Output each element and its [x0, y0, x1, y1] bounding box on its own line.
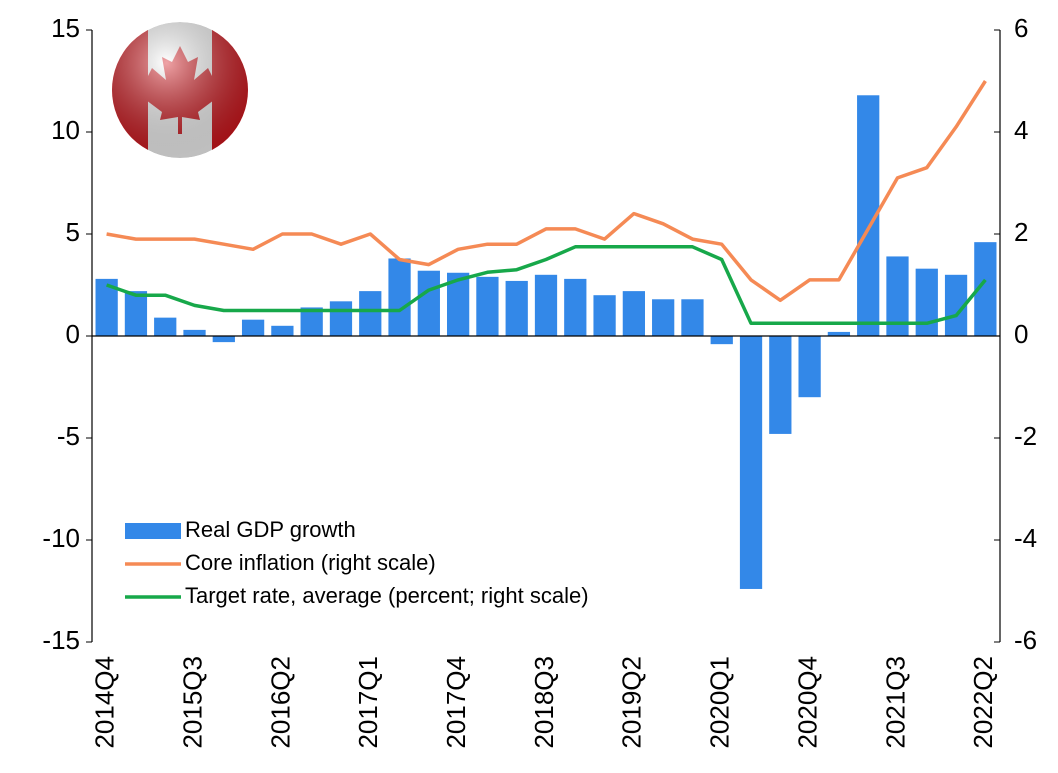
bar: [329, 301, 353, 336]
x-tick-label: 2022Q2: [968, 656, 998, 749]
x-tick-label: 2018Q3: [529, 656, 559, 749]
y2-tick-label: 4: [1014, 115, 1028, 145]
bar: [505, 280, 528, 336]
bar: [593, 295, 616, 336]
y-tick-label: 5: [66, 217, 80, 247]
y2-tick-label: 6: [1014, 13, 1028, 43]
bar: [241, 319, 265, 336]
y-tick-label: -5: [57, 421, 80, 451]
bar: [944, 274, 968, 336]
bar: [915, 268, 938, 336]
line: [106, 245, 987, 326]
y-tick-label: 10: [51, 115, 80, 145]
bar: [271, 325, 294, 336]
bar: [564, 278, 587, 336]
bar: [388, 258, 411, 336]
bar: [827, 331, 851, 336]
x-tick-label: 2020Q1: [705, 656, 735, 749]
bar: [710, 336, 733, 345]
bar: [154, 317, 177, 336]
bar: [417, 270, 440, 336]
bar: [534, 274, 558, 336]
plot-area: [92, 80, 1000, 589]
legend-label: Target rate, average (percent; right sca…: [185, 583, 589, 608]
x-tick-label: 2017Q4: [441, 656, 471, 749]
bar: [769, 336, 792, 434]
bar: [739, 336, 763, 589]
x-tick-label: 2017Q1: [353, 656, 383, 749]
legend-label: Real GDP growth: [185, 517, 356, 542]
legend-label: Core inflation (right scale): [185, 550, 436, 575]
flag-icon: [112, 22, 248, 158]
y2-tick-label: 2: [1014, 217, 1028, 247]
y-tick-label: -15: [42, 625, 80, 655]
bar: [300, 307, 323, 336]
bar: [652, 299, 675, 336]
bar: [124, 291, 148, 336]
y-tick-label: 15: [51, 13, 80, 43]
bar: [798, 336, 821, 398]
y2-tick-label: -2: [1014, 421, 1037, 451]
bar: [974, 242, 997, 336]
bar: [212, 336, 235, 343]
y2-tick-label: -4: [1014, 523, 1037, 553]
bar: [183, 329, 206, 336]
bar: [359, 291, 382, 336]
x-tick-label: 2014Q4: [90, 656, 120, 749]
bar: [857, 95, 880, 336]
y-tick-label: 0: [66, 319, 80, 349]
legend: Real GDP growth Core inflation (right sca…: [125, 517, 589, 608]
x-tick-label: 2021Q3: [880, 656, 910, 749]
bar: [476, 276, 499, 336]
line: [106, 80, 987, 303]
x-tick-label: 2019Q2: [617, 656, 647, 749]
y2-tick-label: -6: [1014, 625, 1037, 655]
bar: [622, 291, 646, 336]
y2-tick-label: 0: [1014, 319, 1028, 349]
legend-swatch: [125, 523, 181, 539]
x-tick-label: 2020Q4: [792, 656, 822, 749]
x-tick-label: 2016Q2: [265, 656, 295, 749]
bar: [95, 278, 118, 336]
y-tick-label: -10: [42, 523, 80, 553]
bar: [886, 256, 909, 336]
bar: [681, 299, 704, 336]
x-tick-label: 2015Q3: [177, 656, 207, 749]
bar: [446, 272, 470, 336]
